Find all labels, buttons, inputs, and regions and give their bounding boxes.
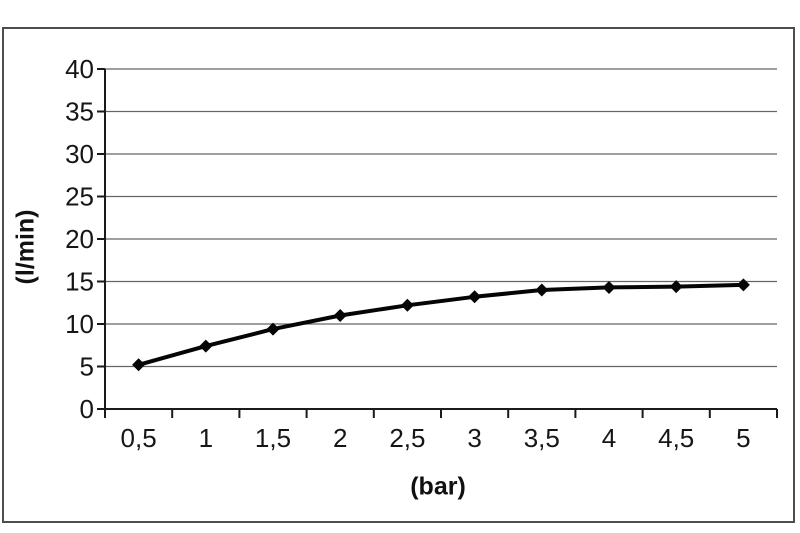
data-point-marker (199, 339, 213, 353)
x-tick-label: 2,5 (389, 423, 425, 453)
y-tick-label: 25 (65, 182, 94, 212)
data-point-marker (266, 322, 280, 336)
data-point-marker (669, 280, 683, 294)
x-tick-label: 4 (602, 423, 616, 453)
series-line (136, 282, 746, 367)
y-axis-title: (l/min) (11, 209, 40, 285)
y-tick-label: 0 (80, 394, 94, 424)
x-tick-label: 4,5 (658, 423, 694, 453)
y-tick-label: 35 (65, 97, 94, 127)
data-point-marker (132, 358, 146, 372)
x-tick-label: 3,5 (524, 423, 560, 453)
data-point-marker (535, 283, 549, 297)
y-tick-label: 15 (65, 267, 94, 297)
x-tick-label: 1,5 (255, 423, 291, 453)
data-point-marker (602, 280, 616, 294)
data-point-marker (333, 309, 347, 322)
data-point-marker (400, 298, 414, 312)
x-tick-label: 0,5 (121, 423, 157, 453)
data-point-marker (736, 278, 750, 292)
y-tick-label: 40 (65, 54, 94, 84)
x-tick-label: 5 (736, 423, 750, 453)
x-tick-label: 3 (467, 423, 481, 453)
data-point-marker (468, 290, 482, 304)
y-tick-label: 20 (65, 224, 94, 254)
x-tick-label: 2 (333, 423, 347, 453)
y-tick-label: 5 (80, 352, 94, 382)
y-tick-label: 10 (65, 309, 94, 339)
x-axis-title: (bar) (410, 472, 466, 501)
x-tick-label: 1 (199, 423, 213, 453)
figure-border (2, 27, 795, 523)
y-tick-label: 30 (65, 139, 94, 169)
